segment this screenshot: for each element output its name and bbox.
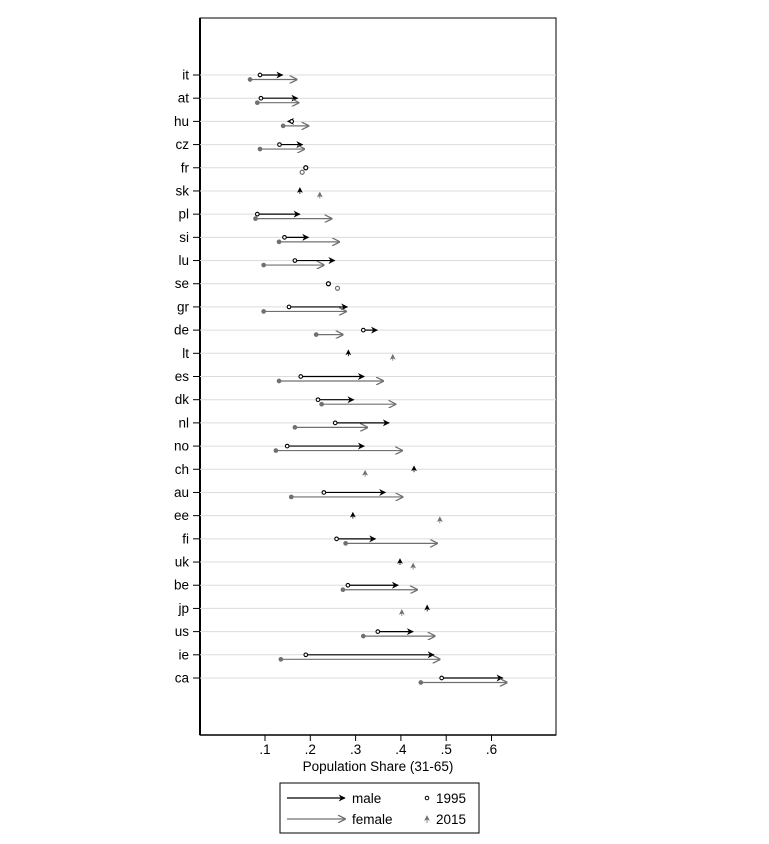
male-2015-point-ee — [349, 511, 356, 519]
female-1995-point-be — [340, 587, 346, 593]
female-2015-point-jp — [398, 609, 405, 616]
male-1995-point-no — [284, 443, 290, 449]
y-tick-label-fr: fr — [181, 160, 190, 175]
legend-1995-label: 1995 — [436, 791, 466, 806]
y-tick-label-gr: gr — [177, 299, 190, 314]
y-tick-label-be: be — [174, 578, 189, 593]
y-tick-label-ie: ie — [178, 647, 189, 662]
female-2015-point-uk — [410, 562, 417, 570]
male-1995-point-de — [360, 327, 366, 333]
y-tick-label-dk: dk — [175, 392, 190, 407]
male-1995-point-fr — [303, 165, 309, 171]
male-2015-point-uk — [397, 558, 403, 566]
x-tick-label: .6 — [486, 742, 497, 757]
male-1995-point-cz — [277, 142, 282, 147]
female-1995-point-hu — [280, 123, 286, 129]
male-2015-point-ch — [411, 465, 417, 473]
male-2015-point-lt — [345, 349, 352, 357]
male-1995-point-pl — [254, 211, 260, 217]
y-tick-label-no: no — [174, 439, 189, 454]
male-1995-point-se — [325, 281, 332, 287]
female-1995-point-es — [276, 378, 282, 384]
x-tick-label: .1 — [259, 742, 270, 757]
y-tick-label-se: se — [175, 276, 189, 291]
female-1995-point-pl — [253, 216, 258, 222]
y-tick-label-au: au — [174, 485, 189, 500]
female-2015-point-sk — [316, 191, 323, 199]
x-tick-label: .2 — [305, 742, 316, 757]
y-tick-label-lt: lt — [182, 346, 189, 361]
male-1995-point-at — [258, 95, 264, 101]
legend-male-label: male — [352, 791, 381, 806]
y-tick-label-ee: ee — [174, 508, 189, 523]
male-2015-point-sk — [296, 187, 303, 194]
female-2015-point-ch — [362, 469, 369, 477]
female-1995-point-si — [276, 239, 282, 245]
female-1995-point-fi — [343, 540, 348, 546]
y-tick-label-ch: ch — [175, 462, 189, 477]
y-tick-label-us: us — [175, 624, 190, 639]
x-tick-label: .4 — [395, 742, 407, 757]
female-1995-point-ca — [418, 680, 424, 685]
male-1995-point-ca — [439, 675, 445, 681]
y-tick-label-jp: jp — [177, 601, 189, 616]
y-tick-label-sk: sk — [176, 183, 190, 198]
female-1995-point-de — [313, 332, 319, 337]
female-1995-point-no — [273, 448, 279, 453]
male-1995-point-nl — [332, 420, 338, 426]
y-tick-label-de: de — [174, 323, 189, 338]
y-tick-label-si: si — [179, 230, 189, 245]
y-tick-label-pl: pl — [178, 207, 189, 222]
y-tick-label-fi: fi — [182, 531, 189, 546]
legend-2015-spike-icon — [424, 815, 430, 823]
female-1995-point-it — [247, 77, 253, 82]
female-2015-point-lt — [389, 353, 396, 361]
male-1995-point-us — [375, 629, 381, 634]
legend: male 1995 female 2015 — [279, 782, 480, 834]
male-1995-point-dk — [315, 397, 321, 403]
male-1995-point-it — [257, 72, 263, 78]
y-tick-label-uk: uk — [175, 555, 190, 570]
female-1995-point-ie — [278, 656, 284, 662]
female-1995-point-nl — [292, 425, 298, 430]
legend-1995-circle-icon — [424, 795, 430, 801]
female-1995-point-cz — [257, 146, 263, 152]
male-1995-point-si — [282, 234, 287, 240]
y-tick-label-cz: cz — [176, 137, 190, 152]
legend-female-label: female — [352, 812, 393, 827]
y-tick-label-hu: hu — [174, 114, 189, 129]
y-tick-label-lu: lu — [178, 253, 189, 268]
y-tick-label-it: it — [182, 68, 189, 83]
y-tick-label-at: at — [178, 91, 190, 106]
male-1995-point-ie — [303, 652, 309, 658]
female-1995-point-fr — [299, 169, 305, 175]
female-1995-point-se — [334, 285, 341, 291]
x-tick-label: .3 — [350, 742, 361, 757]
female-1995-point-au — [288, 494, 294, 500]
male-1995-point-gr — [286, 304, 292, 310]
female-1995-point-at — [254, 100, 260, 106]
male-2015-point-jp — [424, 604, 431, 612]
y-tick-label-nl: nl — [178, 415, 189, 430]
female-1995-point-lu — [261, 262, 266, 268]
x-tick-label: .5 — [441, 742, 452, 757]
y-tick-label-es: es — [175, 369, 190, 384]
female-1995-point-us — [360, 633, 366, 639]
male-1995-point-be — [345, 582, 351, 588]
female-1995-point-dk — [319, 401, 324, 407]
female-2015-point-ee — [436, 516, 443, 524]
x-axis-title: Population Share (31-65) — [303, 759, 454, 774]
male-1995-point-fi — [334, 536, 339, 542]
legend-2015-label: 2015 — [436, 812, 466, 827]
female-1995-point-gr — [261, 309, 266, 314]
male-1995-point-hu — [289, 119, 295, 124]
legend-box — [279, 782, 480, 834]
male-1995-point-lu — [292, 258, 298, 263]
male-1995-point-au — [321, 490, 327, 495]
y-tick-label-ca: ca — [175, 671, 190, 686]
male-1995-point-es — [298, 374, 304, 379]
